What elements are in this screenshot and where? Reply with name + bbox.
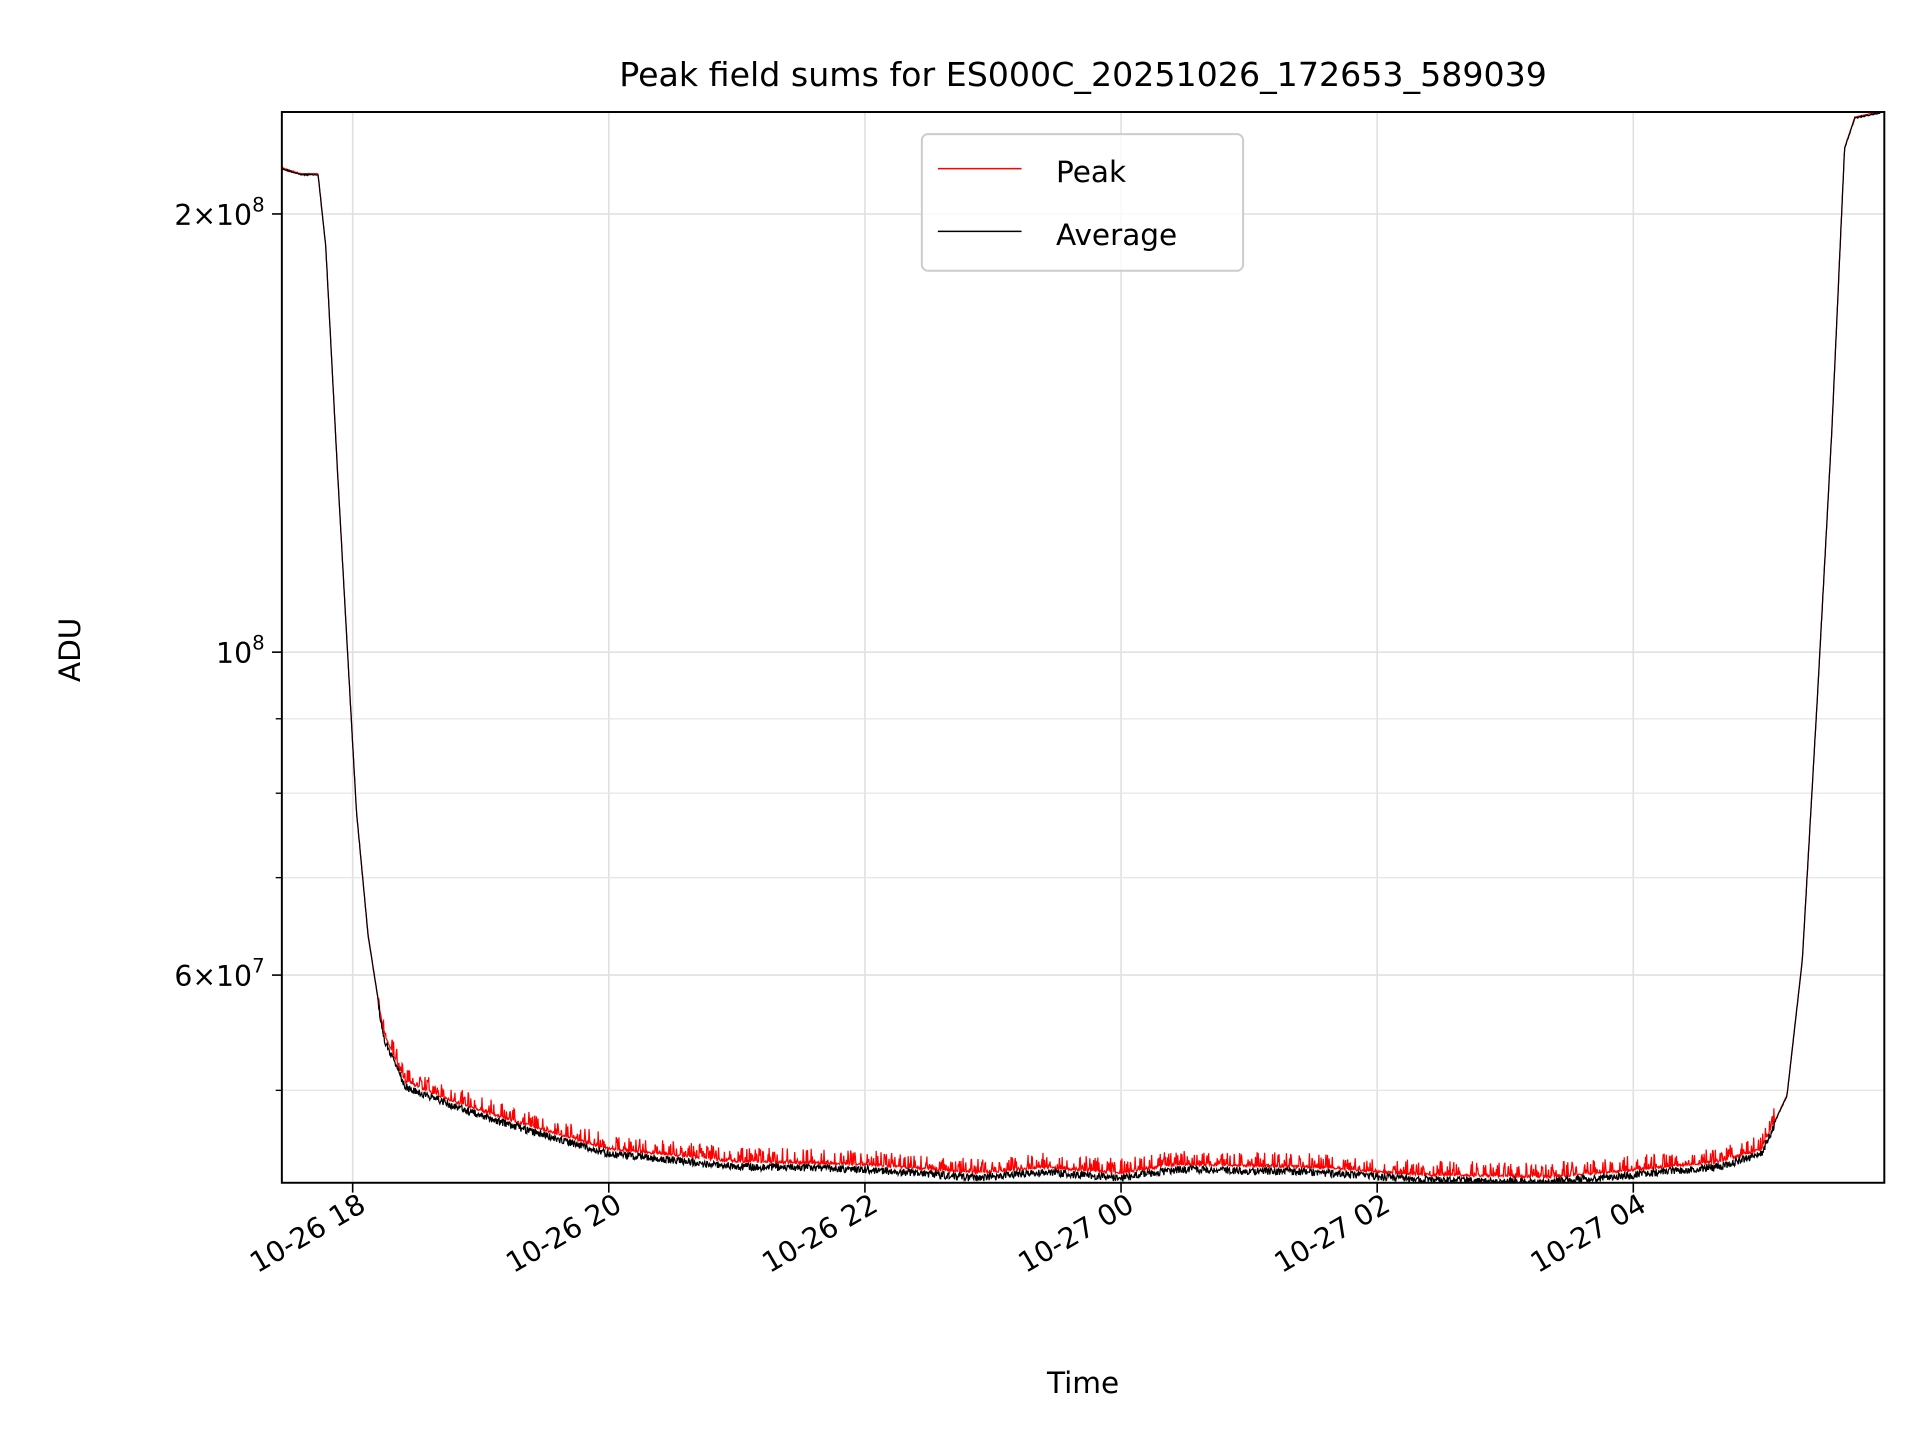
y-tick-base: 2×10 (174, 199, 252, 232)
x-tick-label: 10-27 00 (1013, 1187, 1140, 1279)
y-tick-exponent: 7 (252, 955, 265, 978)
y-tick-label: 6×107 (174, 955, 264, 994)
x-tick-label: 10-26 20 (500, 1187, 627, 1279)
y-axis-label: ADU (53, 618, 87, 683)
chart-title: Peak field sums for ES000C_20251026_1726… (619, 55, 1547, 94)
ticks: 10-26 18 10-26 20 10-26 22 10-27 00 10-27 02… (174, 193, 1651, 1279)
average-series-line (282, 112, 1881, 1183)
y-tick-base: 6×10 (174, 960, 252, 993)
legend: Peak Average (920, 133, 1245, 272)
y-tick-exponent: 8 (252, 632, 265, 655)
legend-peak-label: Peak (1056, 155, 1126, 189)
axes-frame (280, 111, 1886, 1184)
x-tick-label: 10-27 04 (1525, 1187, 1652, 1279)
legend-average-label: Average (1056, 218, 1177, 252)
y-tick-label: 2×108 (174, 193, 264, 232)
grid (281, 112, 1885, 1183)
x-tick-label: 10-26 22 (757, 1187, 884, 1279)
x-tick-label: 10-26 18 (244, 1187, 371, 1279)
y-tick-exponent: 8 (252, 193, 265, 216)
y-tick-label: 108 (216, 632, 265, 671)
x-tick-label: 10-27 02 (1269, 1187, 1396, 1279)
x-axis-label: Time (1046, 1366, 1119, 1400)
y-tick-base: 10 (216, 637, 252, 670)
plot-area (281, 112, 1881, 1183)
peak-series-line (281, 112, 1881, 1181)
